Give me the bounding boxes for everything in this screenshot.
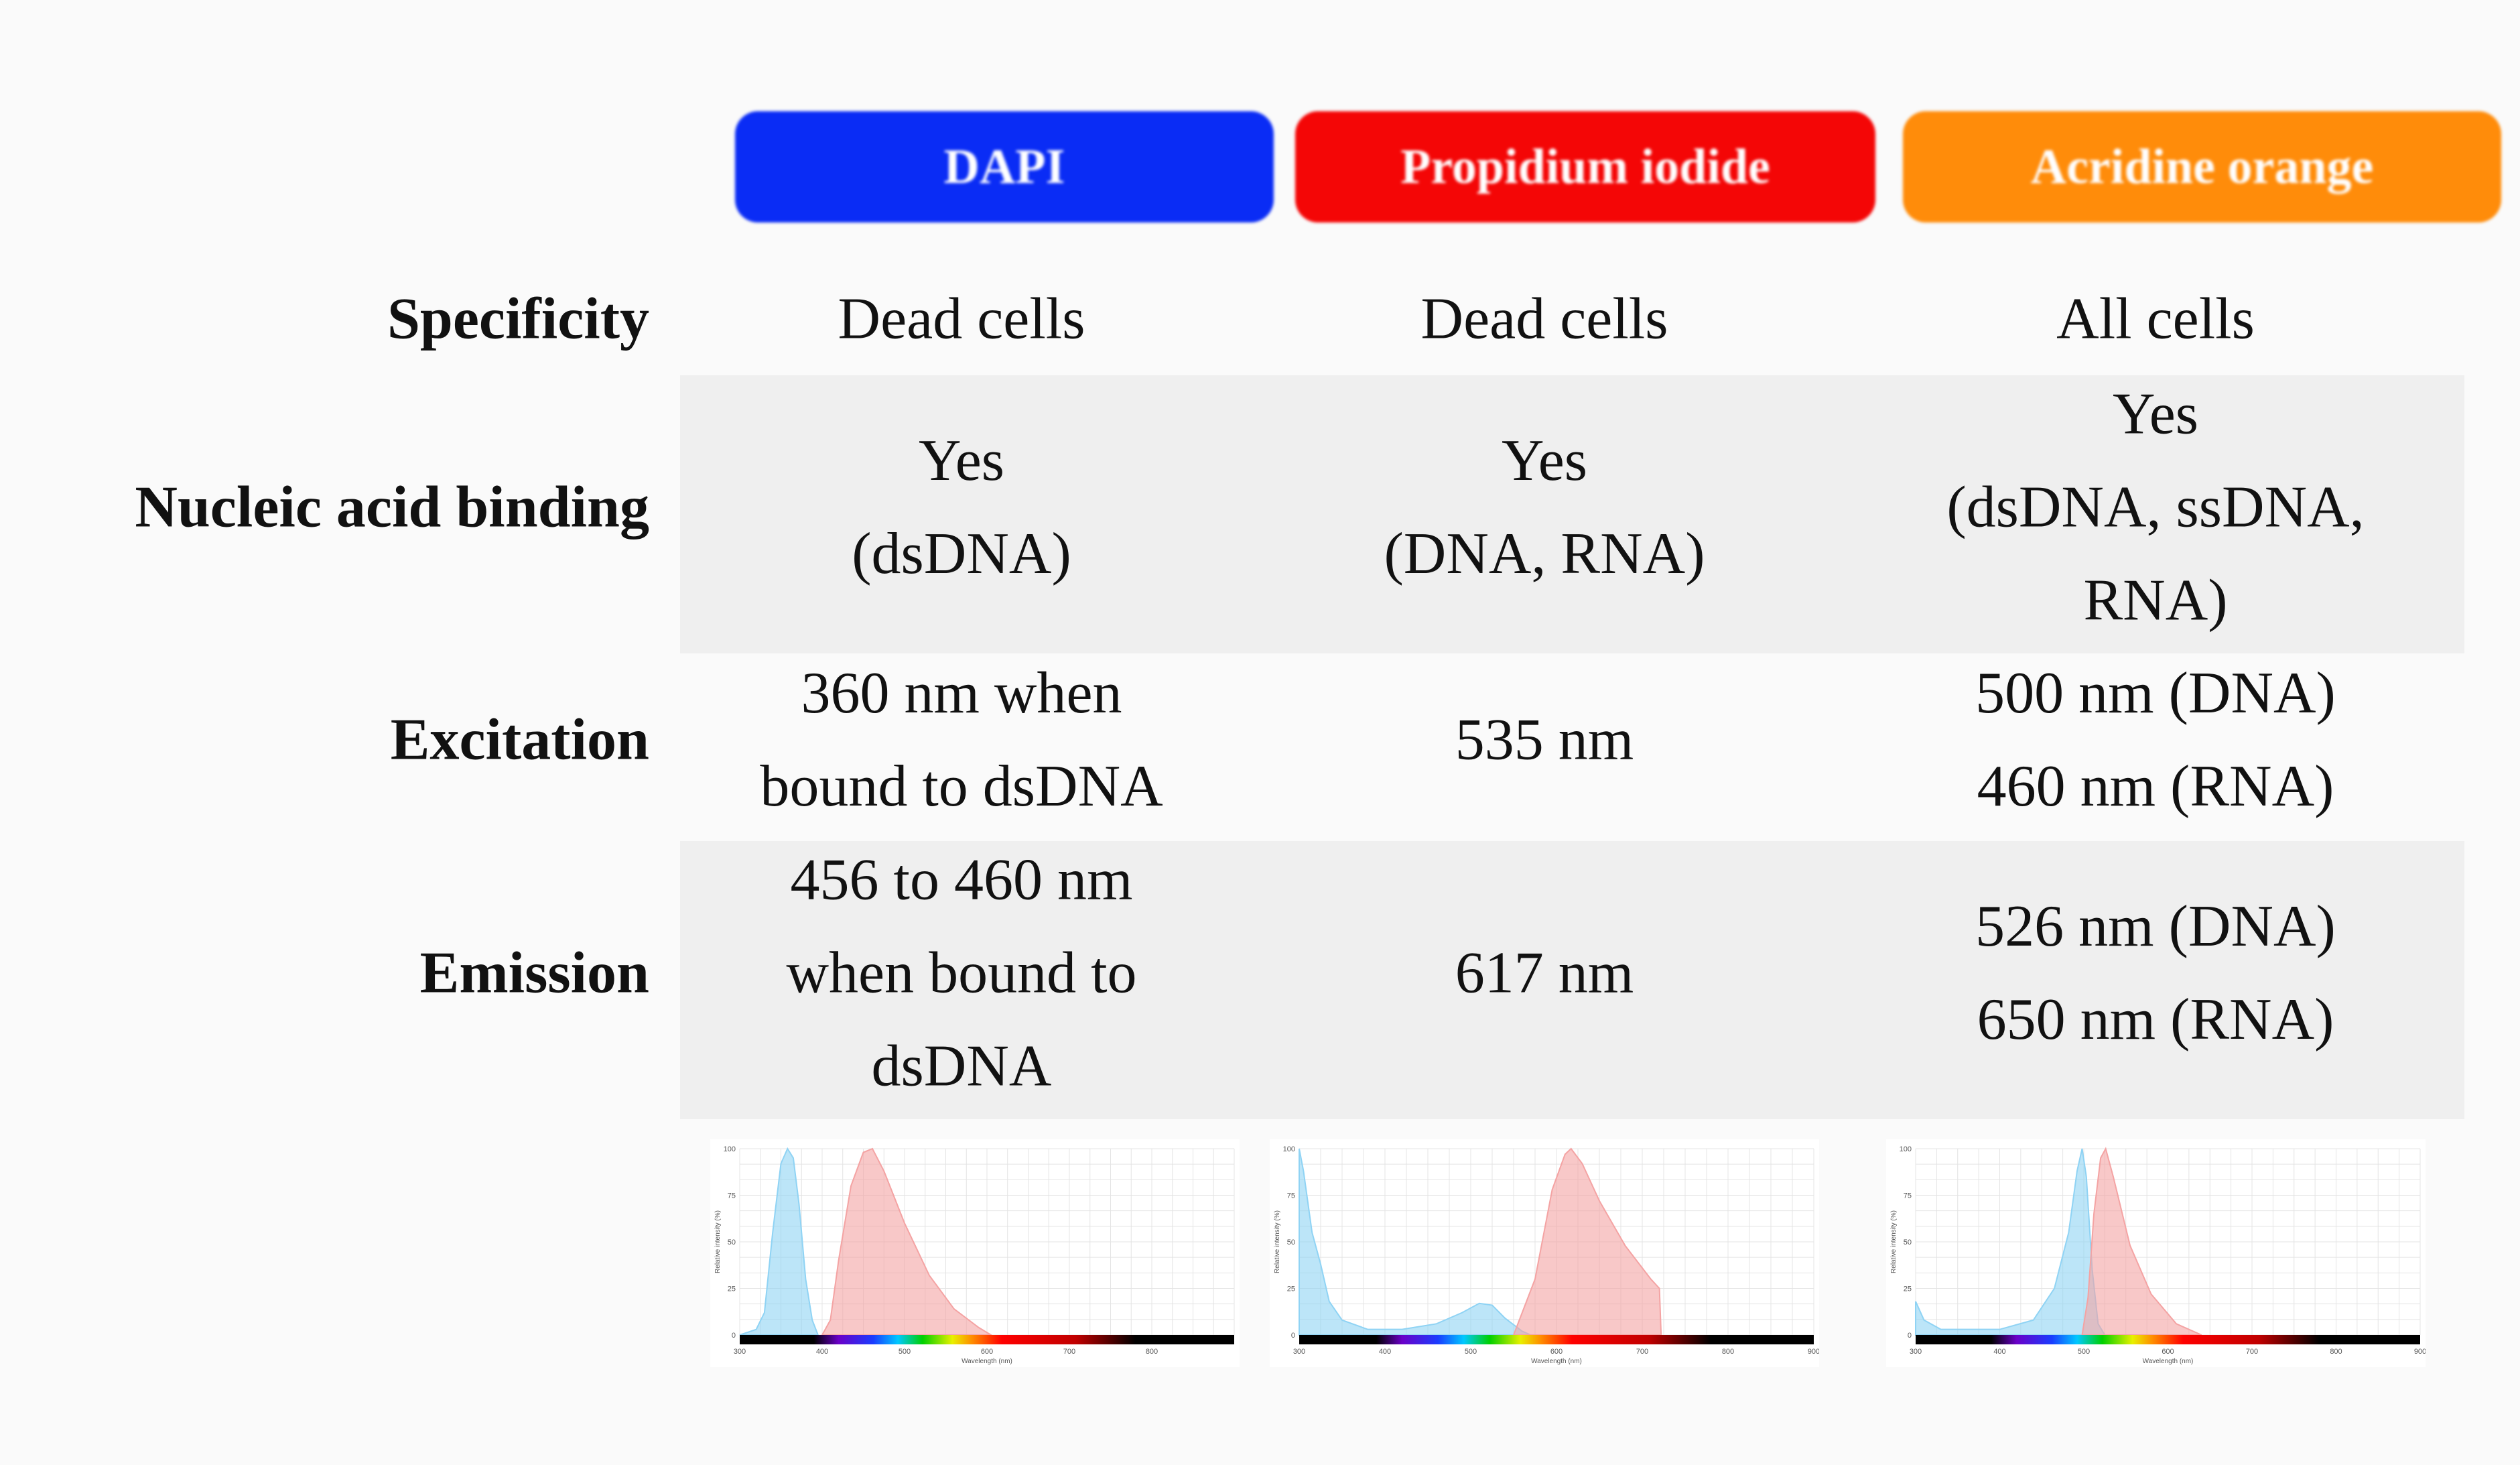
x-tick-label: 300 bbox=[1293, 1348, 1305, 1356]
y-tick-label: 50 bbox=[1287, 1238, 1295, 1247]
x-tick-label: 800 bbox=[1722, 1348, 1734, 1356]
x-tick-label: 800 bbox=[2330, 1348, 2342, 1356]
cell-pi-specificity: Dead cells bbox=[1420, 286, 1668, 352]
x-tick-label: 600 bbox=[1550, 1348, 1563, 1356]
x-tick-label: 500 bbox=[2078, 1348, 2090, 1356]
y-axis-label: Relative intensity (%) bbox=[714, 1210, 722, 1273]
cell-ao-specificity: All cells bbox=[2056, 286, 2255, 352]
cell-dapi-emission: 456 to 460 nm when bound to dsDNA bbox=[786, 847, 1137, 1099]
y-tick-label: 75 bbox=[1904, 1192, 1912, 1200]
x-tick-label: 700 bbox=[1636, 1348, 1648, 1356]
header-dapi: DAPI bbox=[735, 111, 1274, 222]
spectrum-dapi: 0 25 50 75 100 300 400 500 600 700 800 Wavelength (… bbox=[710, 1139, 1240, 1367]
x-tick-label: 500 bbox=[899, 1348, 911, 1356]
y-tick-label: 100 bbox=[724, 1145, 736, 1153]
band-emission bbox=[680, 841, 2464, 1119]
header-acridine-orange-label: Acridine orange bbox=[2030, 139, 2374, 194]
emission-curve bbox=[821, 1147, 994, 1336]
spectrum-propidium-iodide: 0 25 50 75 100 300 400 500 600 700 800 900 Wavelengt… bbox=[1270, 1139, 1819, 1367]
y-tick-label: 50 bbox=[1904, 1238, 1912, 1247]
y-tick-label: 25 bbox=[1287, 1285, 1295, 1293]
x-axis-label: Wavelength (nm) bbox=[2143, 1358, 2194, 1365]
wavelength-color-strip bbox=[1299, 1335, 1814, 1344]
row-label-specificity: Specificity bbox=[387, 286, 649, 352]
header-propidium-iodide: Propidium iodide bbox=[1295, 111, 1875, 222]
x-tick-label: 300 bbox=[734, 1348, 746, 1356]
spectrum-dapi-plot: 0 25 50 75 100 300 400 500 600 700 800 Wavelength (… bbox=[714, 1145, 1235, 1365]
header-propidium-iodide-label: Propidium iodide bbox=[1400, 139, 1770, 194]
cell-pi-binding: Yes (DNA, RNA) bbox=[1384, 428, 1705, 586]
y-tick-label: 75 bbox=[728, 1192, 736, 1200]
x-tick-label: 900 bbox=[1808, 1348, 1819, 1356]
cell-dapi-excitation: 360 nm when bound to dsDNA bbox=[760, 661, 1163, 819]
y-tick-label: 25 bbox=[728, 1285, 736, 1293]
y-tick-label: 0 bbox=[1908, 1332, 1912, 1340]
excitation-curve bbox=[739, 1147, 819, 1336]
cell-ao-excitation: 500 nm (DNA) 460 nm (RNA) bbox=[1975, 661, 2336, 819]
spectrum-propidium-iodide-plot: 0 25 50 75 100 300 400 500 600 700 800 900 Wavelengt… bbox=[1274, 1145, 1819, 1365]
x-tick-label: 600 bbox=[981, 1348, 993, 1356]
band-nucleic-acid-binding bbox=[680, 375, 2464, 653]
x-tick-label: 400 bbox=[1993, 1348, 2005, 1356]
cell-ao-emission: 526 nm (DNA) 650 nm (RNA) bbox=[1975, 894, 2336, 1052]
x-tick-label: 600 bbox=[2162, 1348, 2174, 1356]
y-tick-label: 0 bbox=[1291, 1332, 1295, 1340]
wavelength-color-strip bbox=[740, 1335, 1234, 1344]
cell-pi-excitation: 535 nm bbox=[1455, 707, 1634, 773]
x-tick-label: 400 bbox=[1379, 1348, 1391, 1356]
emission-curve bbox=[2081, 1147, 2202, 1336]
x-axis-label: Wavelength (nm) bbox=[1531, 1358, 1582, 1365]
x-tick-label: 500 bbox=[1465, 1348, 1477, 1356]
x-tick-label: 300 bbox=[1910, 1348, 1922, 1356]
excitation-curve bbox=[1299, 1148, 1531, 1336]
row-label-excitation: Excitation bbox=[390, 707, 649, 773]
y-tick-label: 75 bbox=[1287, 1192, 1295, 1200]
cell-pi-emission: 617 nm bbox=[1455, 940, 1634, 1006]
y-axis-label: Relative intensity (%) bbox=[1274, 1210, 1281, 1273]
wavelength-color-strip bbox=[1916, 1335, 2420, 1344]
header-acridine-orange: Acridine orange bbox=[1903, 111, 2501, 222]
spectrum-acridine-orange-plot: 0 25 50 75 100 300 400 500 600 700 800 900 Wavelengt… bbox=[1890, 1145, 2426, 1365]
row-label-nucleic-acid-binding: Nucleic acid binding bbox=[135, 474, 649, 540]
cell-dapi-binding: Yes (dsDNA) bbox=[852, 428, 1071, 586]
y-tick-label: 50 bbox=[728, 1238, 736, 1247]
cell-ao-binding: Yes (dsDNA, ssDNA, RNA) bbox=[1946, 381, 2365, 633]
y-tick-label: 100 bbox=[1900, 1145, 1912, 1153]
x-tick-label: 800 bbox=[1146, 1348, 1158, 1356]
x-tick-label: 700 bbox=[1063, 1348, 1075, 1356]
y-tick-label: 100 bbox=[1283, 1145, 1295, 1153]
y-tick-label: 0 bbox=[732, 1332, 736, 1340]
header-dapi-label: DAPI bbox=[943, 139, 1065, 194]
emission-curve bbox=[1512, 1147, 1662, 1336]
y-axis-label: Relative intensity (%) bbox=[1890, 1210, 1898, 1273]
cell-dapi-specificity: Dead cells bbox=[838, 286, 1085, 352]
y-tick-label: 25 bbox=[1904, 1285, 1912, 1293]
x-tick-label: 700 bbox=[2246, 1348, 2258, 1356]
x-axis-label: Wavelength (nm) bbox=[961, 1358, 1012, 1365]
x-tick-label: 400 bbox=[816, 1348, 828, 1356]
x-tick-label: 900 bbox=[2414, 1348, 2426, 1356]
row-label-emission: Emission bbox=[419, 940, 649, 1006]
spectrum-acridine-orange: 0 25 50 75 100 300 400 500 600 700 800 900 Wavelengt… bbox=[1886, 1139, 2426, 1367]
